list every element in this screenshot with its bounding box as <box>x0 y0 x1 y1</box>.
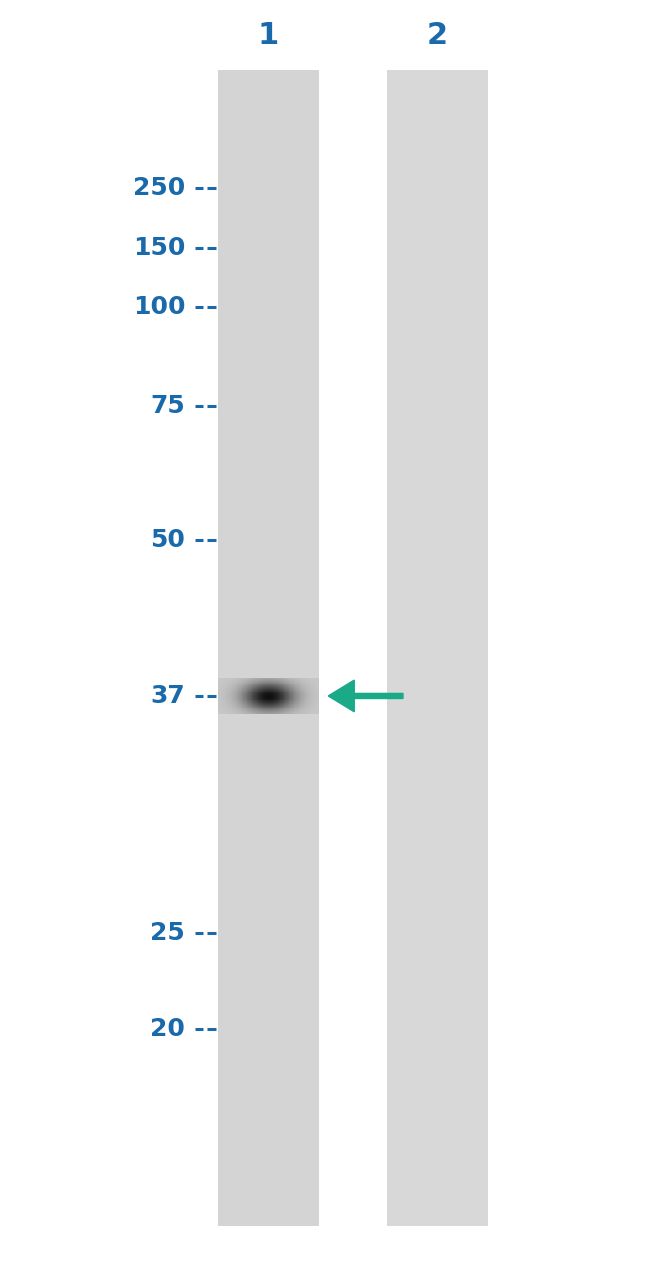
FancyArrow shape <box>328 681 403 711</box>
Bar <box>387 70 488 1226</box>
Text: 250: 250 <box>133 177 185 199</box>
Text: 150: 150 <box>133 236 185 259</box>
Text: 1: 1 <box>258 22 279 50</box>
Text: 25: 25 <box>151 922 185 945</box>
Text: 75: 75 <box>151 395 185 418</box>
Text: 37: 37 <box>151 685 185 707</box>
Text: 50: 50 <box>150 528 185 551</box>
Text: 2: 2 <box>427 22 448 50</box>
Text: 20: 20 <box>150 1017 185 1040</box>
Text: 100: 100 <box>133 296 185 319</box>
Bar <box>218 70 318 1226</box>
